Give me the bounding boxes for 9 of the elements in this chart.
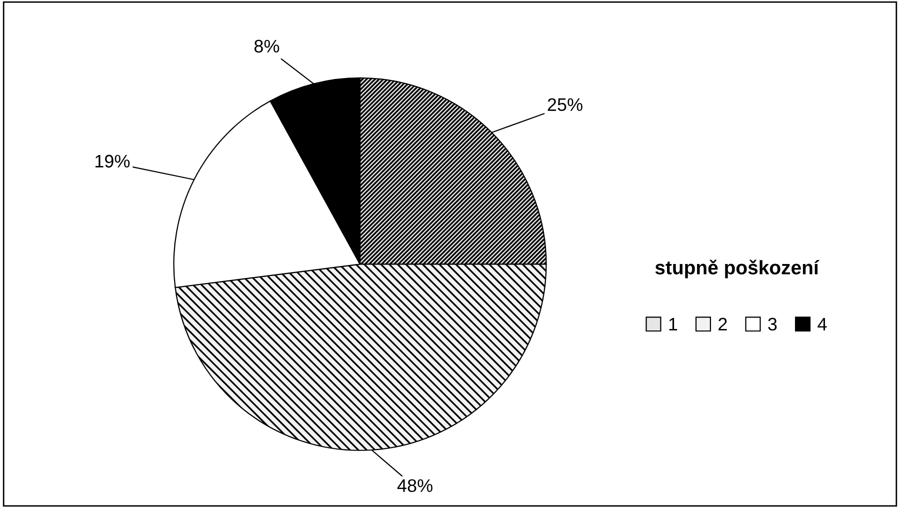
data-label: 19% [96,154,130,168]
data-label: 25% [548,98,582,112]
legend-title: stupně poškození [655,260,820,278]
legend-label: 4 [818,318,827,330]
legend-label: 2 [718,318,727,330]
legend-label: 1 [669,318,678,330]
data-label: 8% [254,40,280,53]
data-label: 48% [397,479,432,492]
legend-label: 3 [768,318,777,331]
